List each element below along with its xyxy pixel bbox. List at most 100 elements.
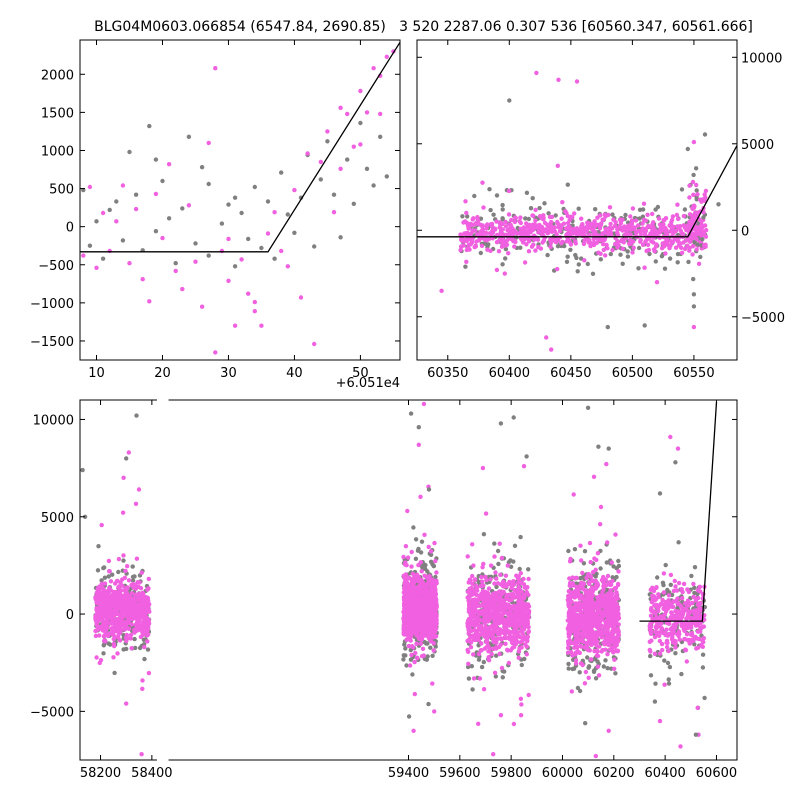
pink-data-point <box>292 187 297 193</box>
pink-data-point <box>494 621 499 626</box>
pink-data-point <box>431 619 436 624</box>
gray-data-point <box>716 202 721 207</box>
pink-data-point <box>678 241 683 246</box>
pink-data-point <box>610 578 615 584</box>
pink-data-point <box>415 615 421 620</box>
pink-data-point <box>434 570 439 575</box>
pink-data-point <box>105 621 111 626</box>
pink-data-point <box>594 240 599 245</box>
gray-data-point <box>325 139 330 144</box>
pink-data-point <box>474 592 479 598</box>
gray-data-point <box>493 674 498 679</box>
pink-data-point <box>583 669 589 675</box>
gray-data-point <box>603 658 608 663</box>
pink-data-point <box>425 633 431 638</box>
x-tick-label: 10 <box>88 366 105 381</box>
gray-data-point <box>106 641 111 646</box>
pink-data-point <box>489 601 494 607</box>
pink-data-point <box>138 606 143 612</box>
gray-data-point <box>623 212 628 218</box>
gray-data-point <box>691 276 696 282</box>
y-tick-label: −1000 <box>30 297 74 312</box>
pink-data-point <box>651 229 656 234</box>
pink-data-point <box>612 223 618 228</box>
pink-data-point <box>140 686 145 691</box>
season-panel-title: 3 520 2287.06 0.307 536 [60560.347, 6056… <box>399 19 753 35</box>
pink-data-point <box>519 702 524 707</box>
gray-data-point <box>132 636 137 642</box>
pink-data-point <box>592 220 597 225</box>
gray-data-point <box>653 259 658 264</box>
pink-data-point <box>470 573 475 579</box>
pink-data-point <box>351 144 356 149</box>
pink-data-point <box>542 235 547 240</box>
pink-data-point <box>574 79 580 84</box>
y-tick-label: 2000 <box>41 68 74 83</box>
pink-data-point <box>409 612 414 618</box>
gray-data-point <box>608 251 613 257</box>
gray-data-point <box>702 132 708 137</box>
y-tick-label: 10000 <box>741 51 782 66</box>
pink-data-point <box>539 224 545 230</box>
gray-data-point <box>428 552 434 557</box>
pink-data-point <box>499 244 505 249</box>
pink-data-point <box>102 581 108 586</box>
gray-data-point <box>537 205 542 211</box>
pink-data-point <box>663 229 668 235</box>
pink-data-point <box>118 630 123 635</box>
gray-data-point <box>487 187 492 192</box>
pink-data-point <box>145 639 150 644</box>
pink-data-point <box>567 217 572 223</box>
pink-data-point <box>483 511 489 516</box>
pink-data-point <box>513 608 519 613</box>
pink-data-point <box>409 604 415 610</box>
gray-data-point <box>604 560 609 565</box>
plot-area <box>80 401 718 759</box>
pink-data-point <box>120 510 126 515</box>
gray-data-point <box>114 199 119 204</box>
pink-data-point <box>338 166 343 171</box>
gray-data-point <box>358 120 363 126</box>
pink-data-point <box>534 223 539 228</box>
pink-data-point <box>471 621 477 626</box>
pink-data-point <box>599 649 604 654</box>
pink-data-point <box>518 640 523 645</box>
pink-data-point <box>493 628 498 634</box>
pink-data-point <box>132 602 138 607</box>
pink-data-point <box>496 249 502 254</box>
pink-data-point <box>129 646 134 651</box>
pink-data-point <box>480 223 485 228</box>
pink-data-point <box>506 618 511 623</box>
gray-data-point <box>519 662 524 668</box>
pink-data-point <box>522 601 527 607</box>
pink-data-point <box>364 110 370 115</box>
gray-data-point <box>605 324 610 330</box>
pink-data-point <box>503 628 508 633</box>
pink-data-point <box>656 216 662 221</box>
pink-data-point <box>492 581 497 586</box>
pink-data-point <box>120 583 125 588</box>
gray-data-point <box>403 653 408 658</box>
pink-data-point <box>509 224 514 229</box>
pink-data-point <box>512 595 518 600</box>
gray-data-point <box>512 543 518 548</box>
pink-data-point <box>596 673 602 678</box>
pink-data-point <box>687 195 692 200</box>
pink-data-point <box>128 632 134 638</box>
pink-data-point <box>690 231 696 237</box>
pink-data-point <box>526 692 531 698</box>
pink-data-point <box>628 226 634 231</box>
pink-data-point <box>285 264 290 269</box>
pink-data-point <box>140 277 145 282</box>
pink-data-point <box>642 265 647 270</box>
pink-data-point <box>579 558 584 563</box>
gray-data-point <box>481 659 486 665</box>
y-tick-label: 0 <box>66 221 74 236</box>
pink-data-point <box>118 602 123 607</box>
pink-data-point <box>509 217 514 223</box>
pink-data-point <box>473 244 478 249</box>
pink-data-point <box>504 635 509 641</box>
pink-data-point <box>423 598 429 603</box>
pink-data-point <box>579 224 584 229</box>
pink-data-point <box>512 623 517 628</box>
